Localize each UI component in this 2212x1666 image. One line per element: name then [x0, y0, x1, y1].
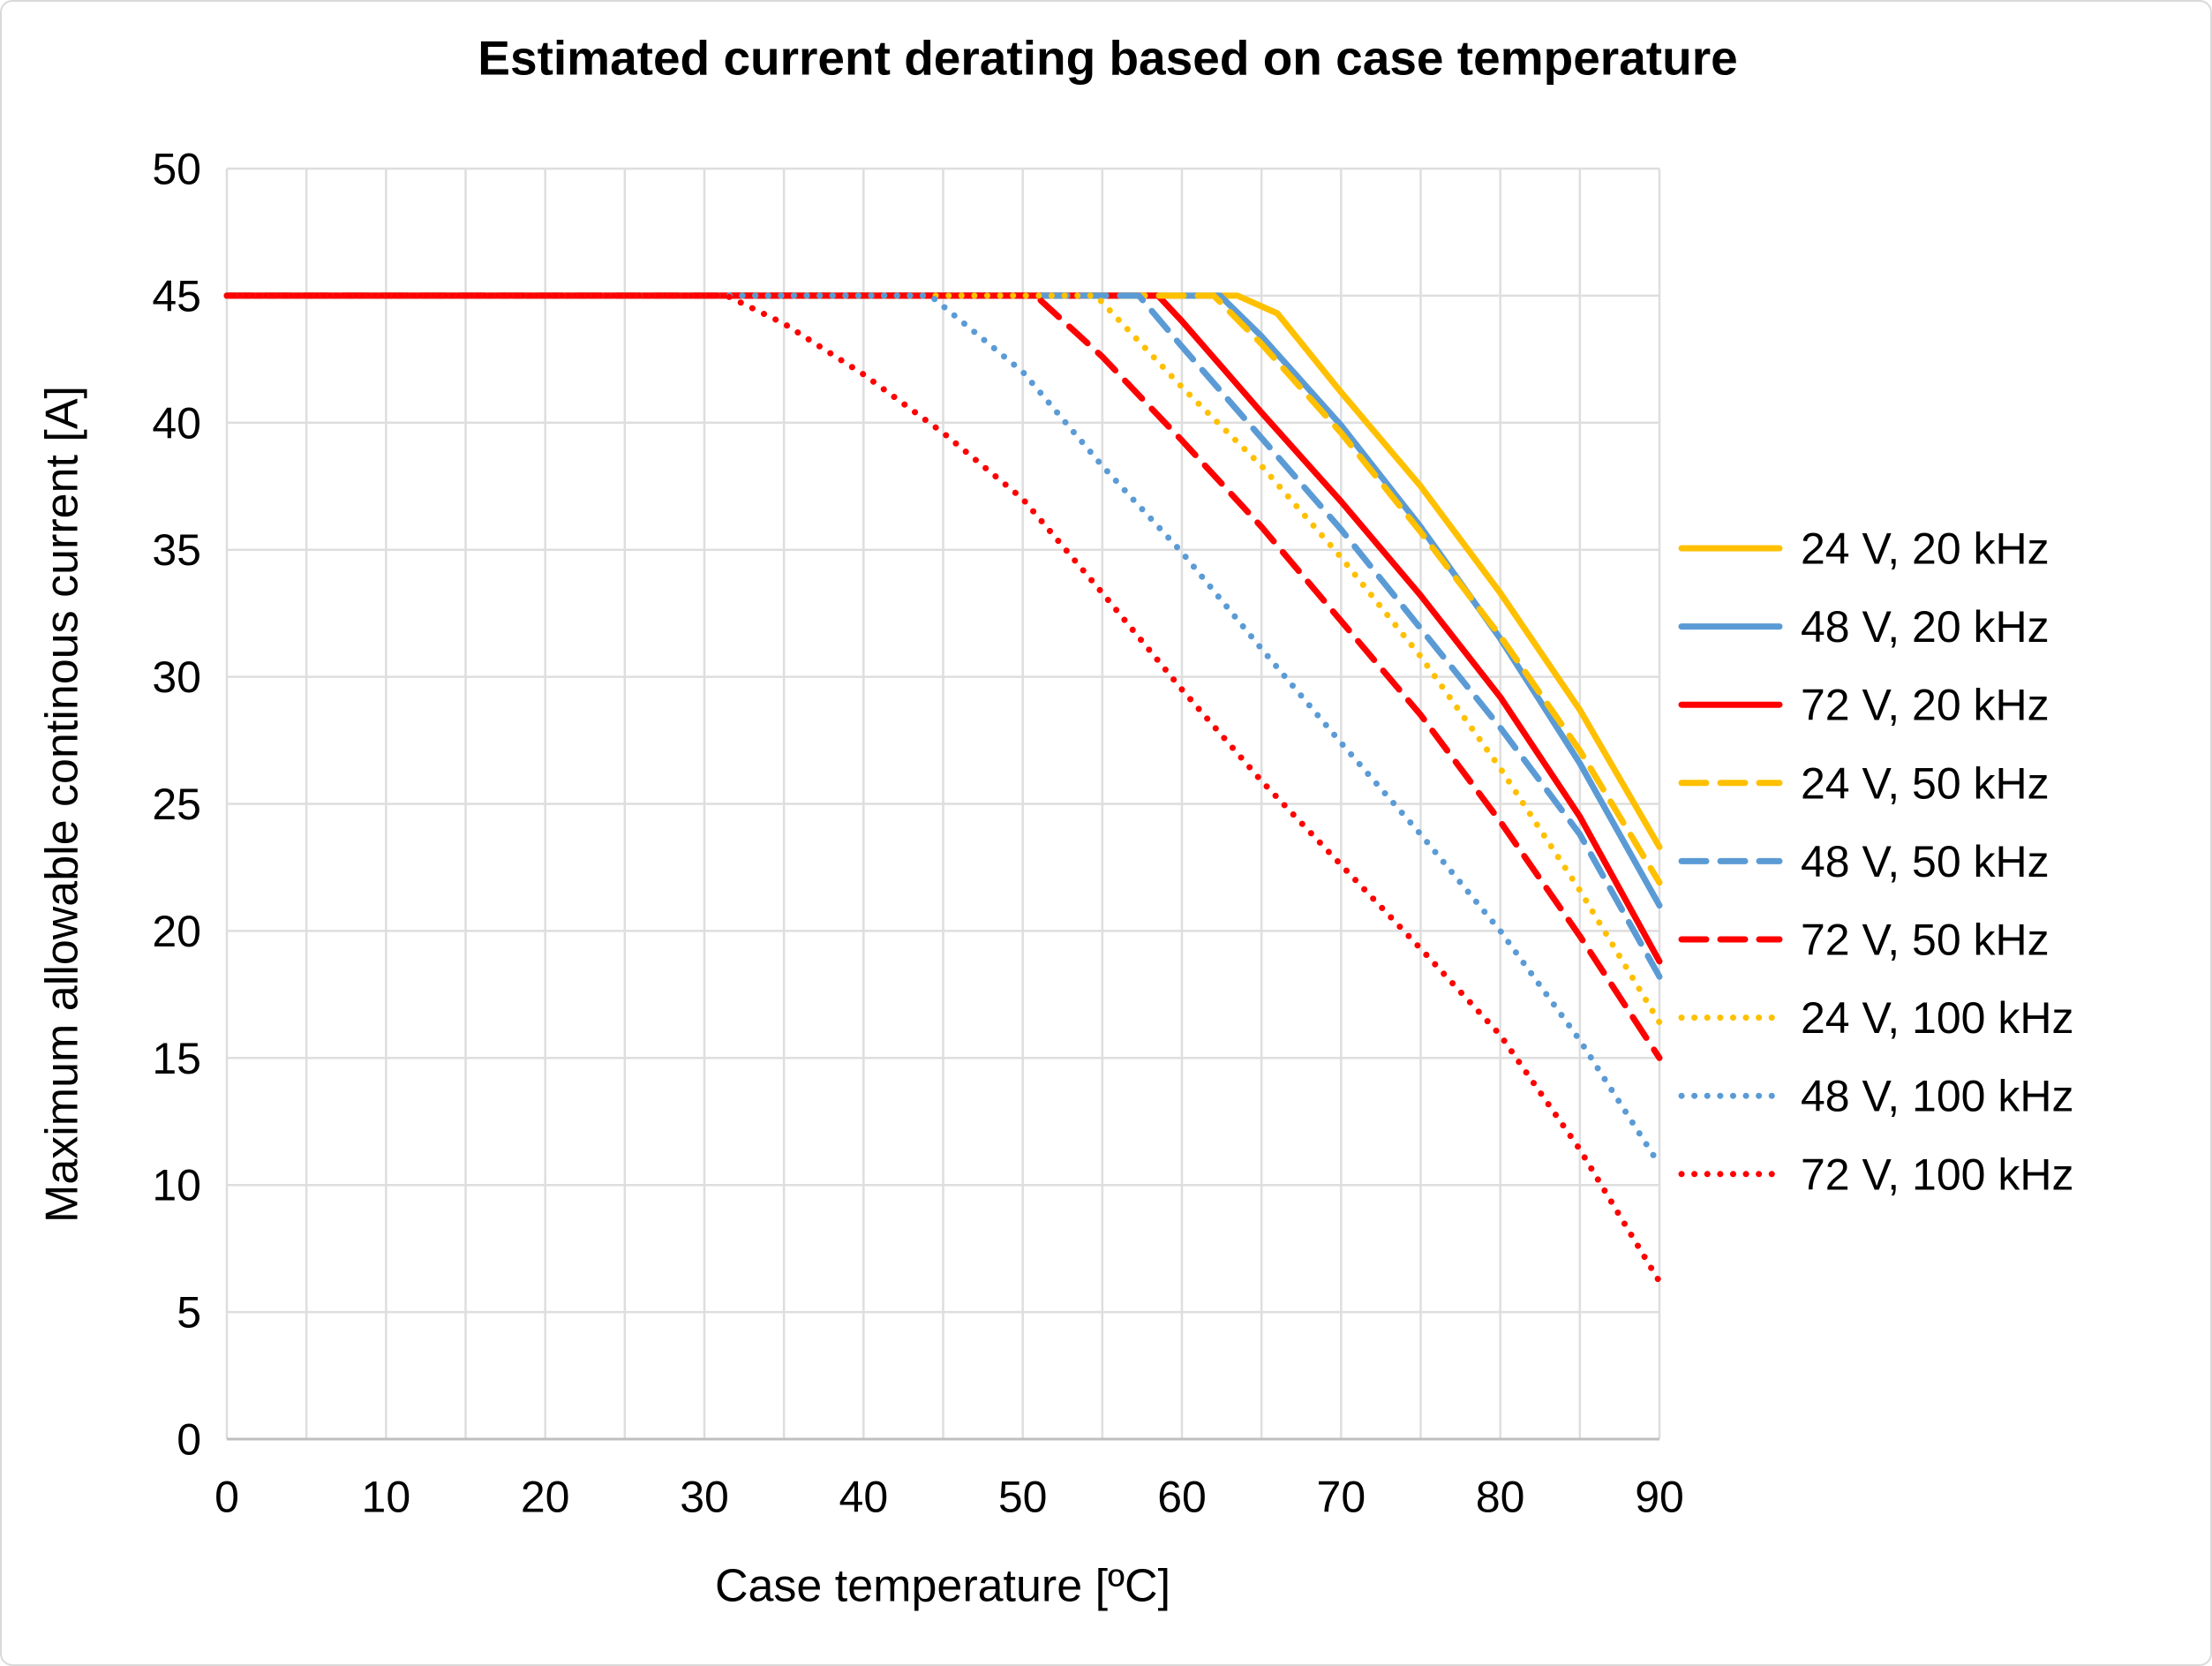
series-line-48-v-100-khz — [223, 292, 1663, 1168]
y-tick-label-40: 40 — [152, 398, 201, 448]
series-line-24-v-20-khz — [223, 292, 1663, 850]
series-line-24-v-50-khz — [223, 292, 1663, 886]
y-tick-label-45: 45 — [152, 271, 201, 320]
x-tick-label-30: 30 — [680, 1473, 729, 1522]
x-tick-label-50: 50 — [998, 1473, 1048, 1522]
y-tick-label-0: 0 — [177, 1415, 201, 1465]
legend-label-24-v-100-khz: 24 V, 100 kHz — [1801, 993, 2073, 1043]
legend-label-72-v-50-khz: 72 V, 50 kHz — [1801, 916, 2050, 965]
series-line-48-v-50-khz — [223, 292, 1663, 980]
legend: 24 V, 20 kHz 48 V, 20 kHz 72 V, 20 kHz 24 V… — [1678, 524, 2073, 1199]
grid-layer — [225, 167, 1661, 1441]
series-line-72-v-50-khz — [223, 292, 1663, 1061]
y-tick-label-15: 15 — [152, 1034, 201, 1083]
x-tick-label-90: 90 — [1635, 1473, 1684, 1522]
y-tick-label-25: 25 — [152, 780, 201, 829]
series-line-72-v-100-khz — [223, 292, 1663, 1285]
y-tick-label-10: 10 — [152, 1161, 201, 1210]
legend-label-72-v-100-khz: 72 V, 100 kHz — [1801, 1150, 2073, 1199]
y-axis-title: Maximum allowable continous current [A] — [37, 386, 88, 1223]
x-tick-label-80: 80 — [1476, 1473, 1525, 1522]
x-tick-label-70: 70 — [1317, 1473, 1366, 1522]
y-tick-label-35: 35 — [152, 525, 201, 575]
x-tick-label-10: 10 — [362, 1473, 411, 1522]
tick-labels-layer: 0 10 20 30 40 50 60 70 80 90 0 5 10 15 20 25 30 35 40 45 50 — [152, 145, 1683, 1522]
x-tick-label-60: 60 — [1157, 1473, 1207, 1522]
y-tick-label-20: 20 — [152, 907, 201, 956]
x-axis-title: Case temperature [ºC] — [715, 1561, 1170, 1612]
legend-label-24-v-50-khz: 24 V, 50 kHz — [1801, 758, 2050, 808]
chart-title: Estimated current derating based on case… — [478, 31, 1737, 86]
y-tick-label-5: 5 — [177, 1288, 201, 1338]
y-tick-label-50: 50 — [152, 145, 201, 194]
y-tick-label-30: 30 — [152, 652, 201, 702]
series-layer — [223, 292, 1663, 1285]
series-line-72-v-20-khz — [223, 292, 1663, 965]
legend-label-24-v-20-khz: 24 V, 20 kHz — [1801, 524, 2050, 574]
legend-label-48-v-50-khz: 48 V, 50 kHz — [1801, 837, 2050, 886]
legend-label-48-v-20-khz: 48 V, 20 kHz — [1801, 602, 2050, 652]
x-tick-label-20: 20 — [521, 1473, 570, 1522]
legend-label-72-v-20-khz: 72 V, 20 kHz — [1801, 681, 2050, 730]
x-tick-label-0: 0 — [214, 1473, 239, 1522]
series-line-48-v-20-khz — [223, 292, 1663, 909]
x-tick-label-40: 40 — [839, 1473, 889, 1522]
legend-label-48-v-100-khz: 48 V, 100 kHz — [1801, 1072, 2073, 1121]
